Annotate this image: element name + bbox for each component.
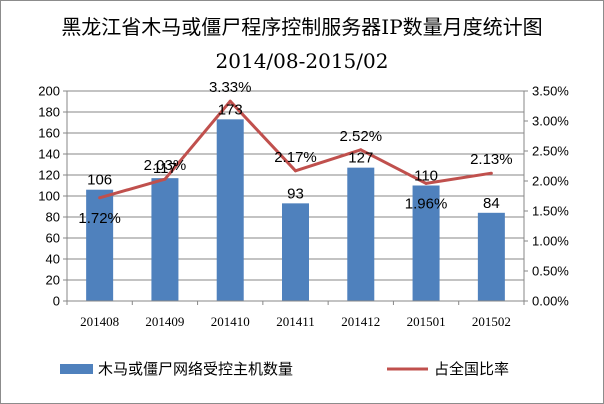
bar-value-label: 110 [414, 168, 438, 185]
bar [347, 167, 375, 301]
x-axis-tick-label: 201408 [80, 314, 119, 329]
left-axis-tick-label: 140 [38, 147, 60, 162]
right-axis-tick-label: 1.50% [532, 204, 569, 219]
legend: 木马或僵尸网络受控主机数量 占全国比率 [60, 360, 509, 378]
line-value-label: 2.03% [144, 157, 187, 174]
left-axis-tick-label: 120 [38, 168, 60, 183]
bar-value-label: 173 [218, 101, 243, 118]
right-axis-tick-label: 0.50% [532, 264, 569, 279]
x-axis-tick-label: 201411 [276, 314, 315, 329]
left-axis-tick-label: 160 [38, 126, 60, 141]
line-point [489, 171, 493, 175]
line-value-label: 1.72% [78, 210, 121, 227]
right-axis-tick-label: 0.00% [532, 294, 569, 309]
x-axis-tick-label: 201409 [145, 314, 184, 329]
bar-value-label: 106 [87, 172, 112, 189]
left-axis-tick-label: 80 [46, 210, 60, 225]
left-axis-tick-label: 40 [46, 252, 60, 267]
line-value-label: 2.17% [274, 149, 317, 166]
x-axis-tick-label: 201501 [407, 314, 446, 329]
line-point [359, 148, 363, 152]
x-axis-tick-label: 201502 [472, 314, 511, 329]
right-axis-tick-label: 3.00% [532, 114, 569, 129]
bar [86, 189, 114, 301]
bar [477, 212, 505, 301]
line-point [424, 181, 428, 185]
line-point [228, 99, 232, 103]
axes: 0 20 40 60 80 100 120 140 160 180 200 0.00% 0.50% 1.0… [38, 84, 569, 330]
bar [282, 203, 309, 301]
left-axis-tick-label: 100 [38, 189, 60, 204]
line-point [294, 169, 297, 173]
bar-value-label: 127 [348, 150, 373, 167]
x-axis-tick-label: 201410 [211, 314, 250, 329]
gridlines [67, 90, 524, 281]
line-series [98, 99, 493, 200]
left-axis-tick-label: 0 [53, 294, 60, 309]
bar [412, 185, 440, 301]
left-axis-tick-label: 200 [38, 84, 60, 99]
line-value-label: 1.96% [405, 195, 448, 212]
line-point [163, 177, 167, 181]
line-point [98, 196, 102, 200]
right-axis-tick-label: 3.50% [532, 84, 569, 99]
left-axis-tick-label: 180 [38, 105, 60, 120]
bar-value-label: 84 [483, 195, 500, 212]
left-axis-tick-label: 20 [46, 273, 60, 288]
line-value-label: 2.52% [340, 128, 383, 145]
bar [216, 119, 244, 301]
x-axis-tick-label: 201412 [341, 314, 380, 329]
legend-line-label: 占全国比率 [434, 360, 509, 378]
chart-subtitle: 2014/08-2015/02 [216, 49, 389, 73]
bar-value-label: 93 [287, 185, 304, 202]
right-axis-tick-label: 2.50% [532, 144, 569, 159]
line-value-label: 3.33% [209, 79, 252, 96]
legend-bar-label: 木马或僵尸网络受控主机数量 [98, 360, 293, 378]
legend-bar-swatch [60, 364, 93, 374]
left-axis-tick-label: 60 [46, 231, 60, 246]
line-value-label: 2.13% [470, 151, 513, 168]
bar-value-label: 117 [153, 160, 177, 177]
right-axis-tick-label: 2.00% [532, 174, 569, 189]
right-axis-tick-label: 1.00% [532, 234, 569, 249]
chart-title: 黑龙江省木马或僵尸程序控制服务器IP数量月度统计图 [61, 15, 542, 39]
data-labels: 106 117 173 93 127 110 84 1.72% 2.03% 3.33% 2.17% 2… [78, 79, 512, 227]
bar [151, 178, 179, 301]
bar-series [86, 119, 505, 301]
